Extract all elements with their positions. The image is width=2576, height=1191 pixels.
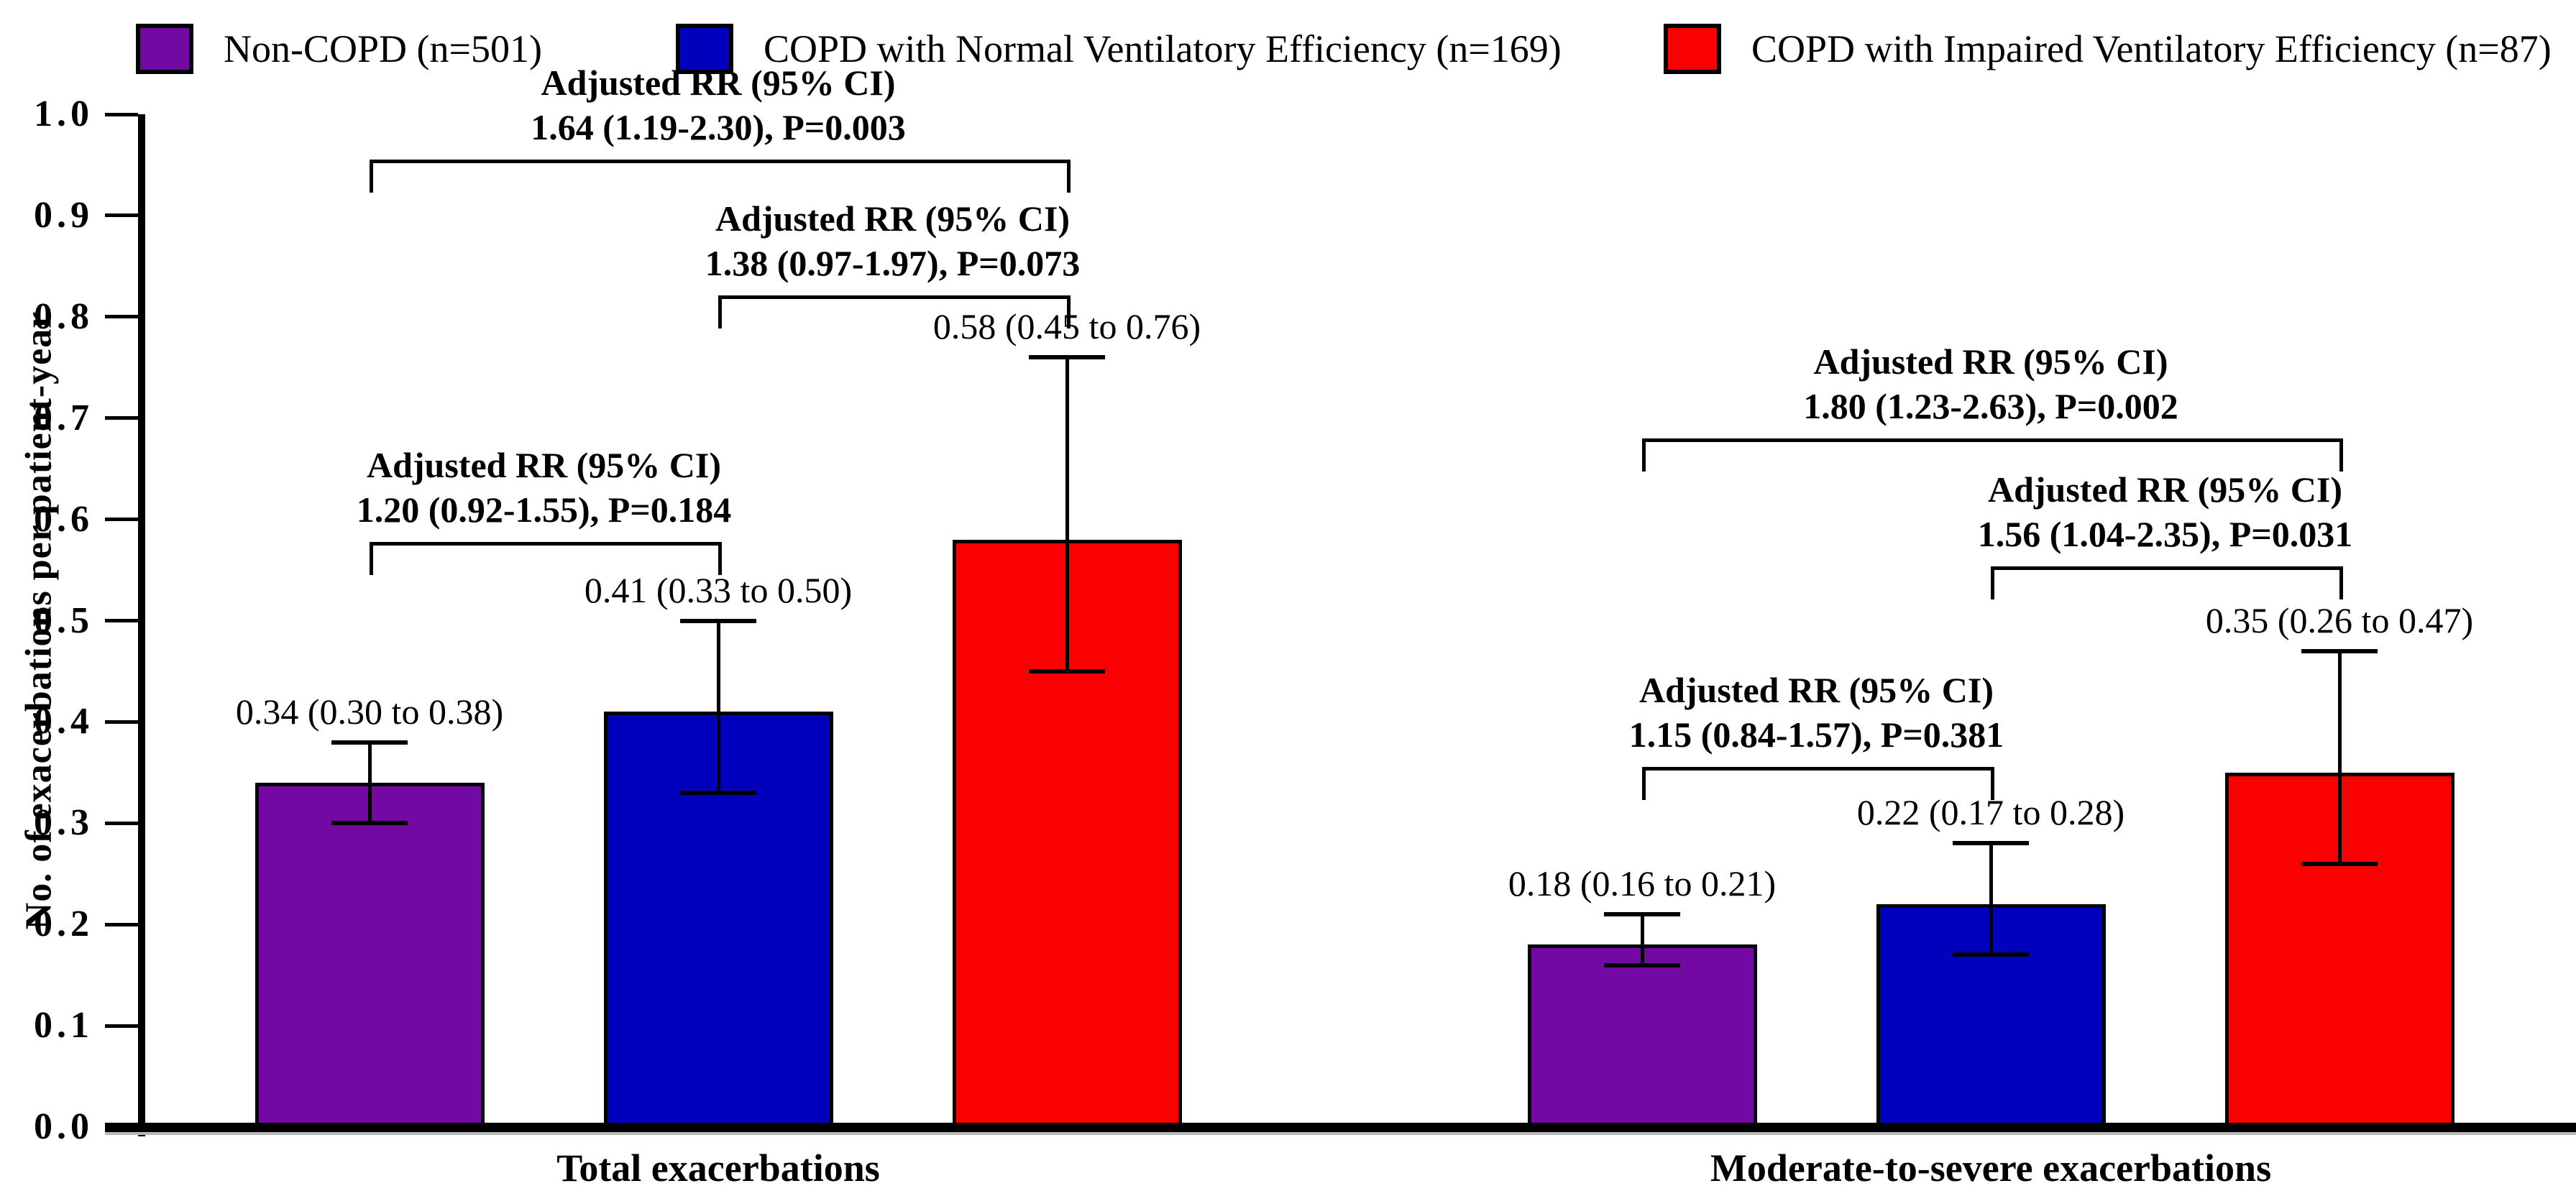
rr-bracket-tick-right (1067, 295, 1071, 328)
rr-bracket-line (370, 542, 722, 546)
error-bar-line (1640, 914, 1644, 965)
rr-annotation-line1: Adjusted RR (95% CI) (1638, 670, 1994, 710)
bar-value-label: 0.18 (0.16 to 0.21) (1508, 863, 1777, 904)
rr-bracket-line (1642, 438, 2343, 442)
rr-annotation-line1: Adjusted RR (95% CI) (366, 445, 722, 485)
rr-annotation-line1: Adjusted RR (95% CI) (541, 63, 896, 103)
rr-bracket-tick-left (370, 160, 373, 193)
error-bar-cap-top (331, 740, 408, 745)
error-bar-cap-top (1953, 841, 2029, 846)
legend-swatch (1664, 24, 1721, 74)
rr-bracket-tick-right (718, 542, 722, 575)
legend-swatch (676, 24, 733, 74)
y-tick-label: 0.8 (34, 295, 93, 337)
x-axis-line (105, 1123, 2576, 1132)
error-bar-cap-top (1604, 912, 1680, 917)
y-tick-label: 0.3 (34, 802, 93, 844)
error-bar-cap-top (2301, 648, 2378, 653)
rr-annotation-line1: Adjusted RR (95% CI) (715, 198, 1071, 239)
bar (1527, 944, 1757, 1130)
bar-value-label: 0.22 (0.17 to 0.28) (1856, 792, 2125, 833)
rr-bracket-tick-left (1642, 767, 1646, 800)
error-bar-line (716, 620, 720, 794)
error-bar-cap-bottom (1604, 962, 1680, 967)
y-tick (105, 719, 138, 724)
rr-bracket-tick-right (2339, 566, 2343, 599)
rr-bracket-line (1642, 767, 1994, 771)
rr-annotation: Adjusted RR (95% CI) 1.64 (1.19-2.30), P=… (531, 60, 905, 150)
rr-annotation-line2: 1.15 (0.84-1.57), P=0.381 (1628, 714, 2004, 755)
bar-value-label: 0.35 (0.26 to 0.47) (2205, 599, 2474, 640)
y-tick-label: 0.6 (34, 498, 93, 540)
x-axis-shadow (105, 1132, 2576, 1135)
y-tick-label: 0.9 (34, 194, 93, 236)
legend-swatch (136, 24, 193, 74)
y-tick (105, 112, 138, 116)
rr-bracket-tick-left (370, 542, 373, 575)
rr-annotation-line1: Adjusted RR (95% CI) (1813, 341, 2168, 382)
rr-bracket-line (1991, 566, 2343, 570)
x-group-label: Moderate-to-severe exacerbations (1710, 1146, 2272, 1190)
error-bar-cap-top (1029, 355, 1105, 360)
rr-annotation: Adjusted RR (95% CI) 1.38 (0.97-1.97), P=… (705, 196, 1080, 285)
error-bar-cap-top (680, 618, 756, 623)
y-tick (105, 518, 138, 522)
y-tick (105, 922, 138, 926)
y-tick-label: 1.0 (34, 93, 93, 134)
rr-annotation-line2: 1.38 (0.97-1.97), P=0.073 (705, 243, 1081, 283)
rr-annotation: Adjusted RR (95% CI) 1.56 (1.04-2.35), P=… (1978, 467, 2352, 556)
y-tick (105, 213, 138, 218)
y-tick-label: 0.0 (34, 1106, 93, 1147)
rr-annotation-line2: 1.64 (1.19-2.30), P=0.003 (531, 107, 906, 147)
rr-annotation: Adjusted RR (95% CI) 1.20 (0.92-1.55), P=… (357, 443, 731, 532)
rr-annotation-line2: 1.56 (1.04-2.35), P=0.031 (1977, 514, 2353, 554)
error-bar-cap-bottom (1953, 952, 2029, 957)
rr-bracket-tick-left (718, 295, 722, 328)
rr-bracket-tick-right (2339, 438, 2343, 472)
bar-value-label: 0.34 (0.30 to 0.38) (235, 691, 504, 732)
y-tick-label: 0.1 (34, 1005, 93, 1047)
rr-annotation: Adjusted RR (95% CI) 1.80 (1.23-2.63), P=… (1803, 339, 2178, 428)
x-group-label: Total exacerbations (556, 1146, 880, 1190)
legend-label: COPD with Impaired Ventilatory Efficienc… (1751, 27, 2552, 70)
y-tick-label: 0.5 (34, 599, 93, 641)
rr-annotation-line1: Adjusted RR (95% CI) (1987, 469, 2343, 510)
legend-item: Non-COPD (n=501) (136, 19, 542, 79)
rr-annotation-line2: 1.20 (0.92-1.55), P=0.184 (356, 489, 732, 530)
error-bar-cap-bottom (2301, 861, 2378, 866)
rr-bracket-tick-left (1642, 438, 1646, 472)
error-bar-line (1989, 843, 1993, 955)
bar (255, 782, 485, 1130)
y-axis-line (138, 114, 145, 1136)
error-bar-line (367, 742, 372, 824)
error-bar-line (2337, 650, 2342, 864)
rr-annotation: Adjusted RR (95% CI) 1.15 (0.84-1.57), P=… (1629, 668, 2004, 757)
legend-item: COPD with Impaired Ventilatory Efficienc… (1664, 19, 2552, 79)
y-tick (105, 619, 138, 622)
legend-label: COPD with Normal Ventilatory Efficiency … (764, 27, 1562, 70)
legend-item: COPD with Normal Ventilatory Efficiency … (676, 19, 1562, 79)
y-tick-label: 0.2 (34, 903, 93, 945)
rr-bracket-tick-right (1991, 767, 1994, 800)
legend-label: Non-COPD (n=501) (224, 27, 542, 70)
y-tick (105, 315, 138, 319)
y-tick (105, 821, 138, 825)
y-tick-label: 0.7 (34, 397, 93, 438)
y-tick (105, 416, 138, 420)
y-tick (105, 1024, 138, 1028)
rr-bracket-tick-left (1991, 566, 1994, 599)
error-bar-cap-bottom (331, 821, 408, 826)
rr-bracket-line (718, 295, 1071, 299)
bar-value-label: 0.41 (0.33 to 0.50) (584, 569, 853, 610)
error-bar-cap-bottom (1029, 668, 1105, 673)
rr-bracket-line (370, 160, 1071, 163)
error-bar-line (1065, 357, 1069, 671)
y-tick-label: 0.4 (34, 701, 93, 742)
rr-annotation-line2: 1.80 (1.23-2.63), P=0.002 (1803, 386, 2178, 426)
error-bar-cap-bottom (680, 791, 756, 796)
rr-bracket-tick-right (1067, 160, 1071, 193)
